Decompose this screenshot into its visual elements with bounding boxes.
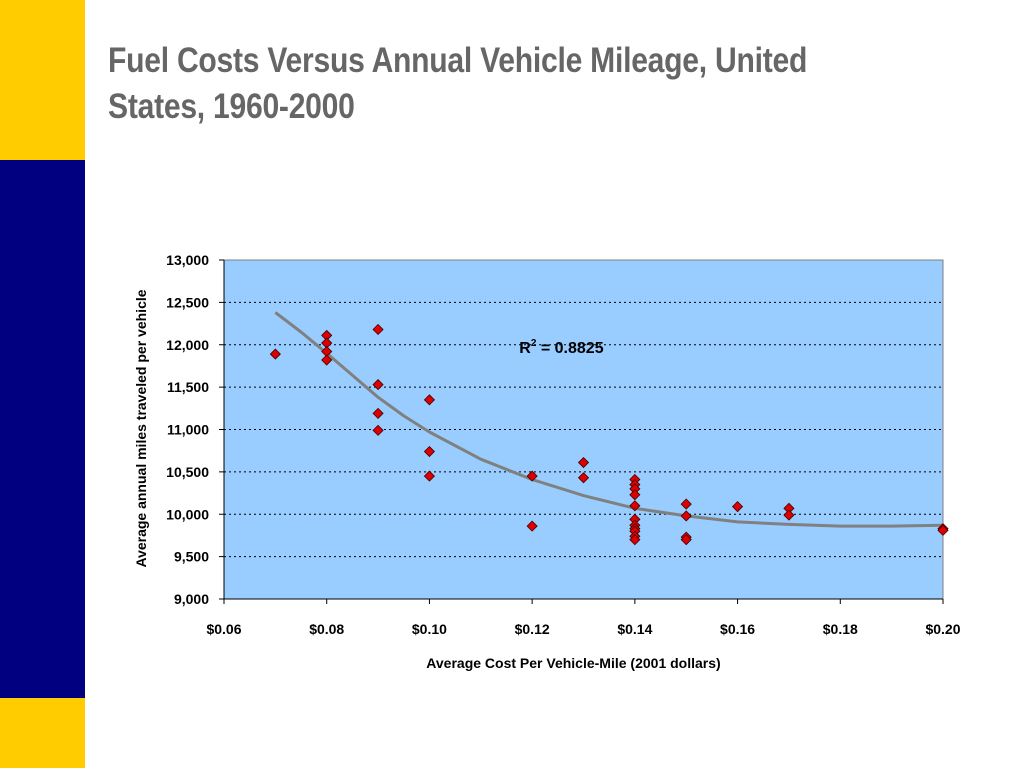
y-tick-label: 9,500 — [174, 549, 209, 565]
x-tick-label: $0.12 — [515, 621, 550, 637]
y-tick-label: 10,500 — [166, 464, 209, 480]
data-point — [937, 524, 949, 536]
accent-bar-navy — [0, 160, 85, 698]
data-point — [526, 470, 538, 482]
y-tick-label: 10,000 — [166, 506, 209, 522]
data-point — [783, 509, 795, 521]
accent-bar-yellow-bottom — [0, 698, 85, 768]
data-point — [577, 472, 590, 484]
data-point — [629, 489, 641, 501]
y-tick-label: 9,000 — [174, 591, 209, 607]
data-point — [577, 456, 590, 469]
x-axis-title: Average Cost Per Vehicle-Mile (2001 doll… — [426, 655, 720, 671]
data-point — [680, 498, 692, 510]
data-point — [372, 407, 384, 419]
x-tick-label: $0.10 — [412, 621, 447, 637]
plot-area — [224, 260, 943, 599]
data-point — [526, 520, 538, 532]
data-point — [629, 500, 641, 512]
data-point — [372, 323, 384, 336]
y-axis-title: Average annual miles traveled per vehicl… — [133, 289, 149, 567]
data-point — [629, 534, 641, 546]
x-tick-label: $0.06 — [206, 621, 241, 637]
data-point — [372, 424, 384, 436]
data-point — [269, 348, 281, 360]
y-tick-label: 12,500 — [166, 294, 209, 310]
y-tick-label: 13,000 — [166, 252, 209, 268]
data-point — [680, 510, 692, 522]
r-squared-annotation: R2 = 0.8825 — [519, 338, 603, 357]
data-point — [423, 394, 435, 406]
accent-bar-yellow-top — [0, 0, 85, 160]
data-point — [372, 379, 384, 391]
y-tick-label: 11,000 — [167, 422, 209, 438]
y-tick-label: 12,000 — [166, 337, 209, 353]
slide-title: Fuel Costs Versus Annual Vehicle Mileage… — [108, 41, 808, 126]
x-tick-label: $0.16 — [720, 621, 755, 637]
data-point — [423, 470, 435, 482]
data-point — [680, 534, 692, 546]
data-point — [732, 501, 744, 513]
x-tick-label: $0.14 — [617, 621, 652, 637]
x-tick-label: $0.08 — [309, 621, 344, 637]
x-tick-label: $0.18 — [823, 621, 858, 637]
y-tick-label: 11,500 — [167, 379, 209, 395]
data-point — [423, 445, 435, 458]
data-point — [321, 354, 333, 366]
x-tick-label: $0.20 — [925, 621, 960, 637]
